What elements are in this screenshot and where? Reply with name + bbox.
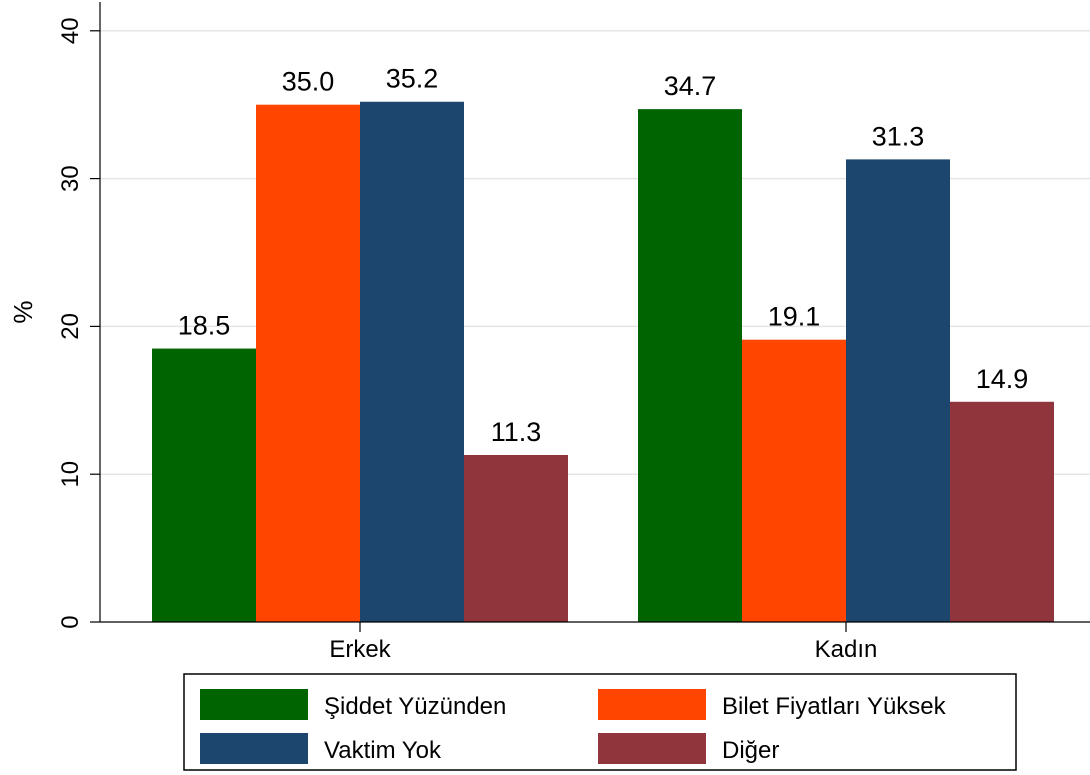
y-tick-label: 20: [57, 313, 84, 340]
bars: [152, 101, 1054, 623]
legend-swatch: [200, 689, 308, 720]
bar-value-label: 19.1: [768, 302, 821, 332]
y-axis-title: %: [8, 300, 38, 323]
bar-labels: 18.5 34.7 35.0 19.1 35.2 31.3 11.3 14.9: [178, 64, 1029, 447]
legend-label: Vaktim Yok: [324, 737, 442, 764]
bar-value-label: 14.9: [976, 364, 1029, 394]
bar-value-label: 35.0: [282, 67, 335, 97]
y-tick-label: 30: [57, 165, 84, 192]
bar: [742, 339, 846, 622]
legend-label: Şiddet Yüzünden: [324, 693, 506, 720]
bar-value-label: 34.7: [664, 71, 717, 101]
axes: 0 10 20 30 40% Erkek Kadın: [8, 2, 1090, 663]
bar-value-label: 31.3: [872, 121, 925, 151]
bar: [360, 101, 464, 622]
legend: Şiddet Yüzünden Bilet Fiyatları Yüksek Vak…: [183, 673, 1017, 771]
bar-value-label: 18.5: [178, 311, 231, 341]
y-tick-label: 10: [57, 461, 84, 488]
x-category-label: Kadın: [815, 636, 878, 663]
legend-swatch: [598, 733, 706, 764]
legend-label: Bilet Fiyatları Yüksek: [722, 693, 947, 720]
legend-swatch: [200, 733, 308, 764]
bar: [152, 348, 256, 622]
bar-value-label: 35.2: [386, 64, 439, 94]
legend-swatch: [598, 689, 706, 720]
legend-label: Diğer: [722, 737, 779, 764]
bar: [950, 401, 1054, 622]
bar: [846, 159, 950, 623]
x-category-label: Erkek: [329, 636, 391, 663]
bar: [256, 104, 360, 622]
bar-value-label: 11.3: [491, 417, 542, 447]
bar: [638, 109, 742, 622]
y-tick-label: 0: [57, 615, 84, 628]
bar: [464, 454, 568, 622]
y-tick-label: 40: [57, 17, 84, 44]
